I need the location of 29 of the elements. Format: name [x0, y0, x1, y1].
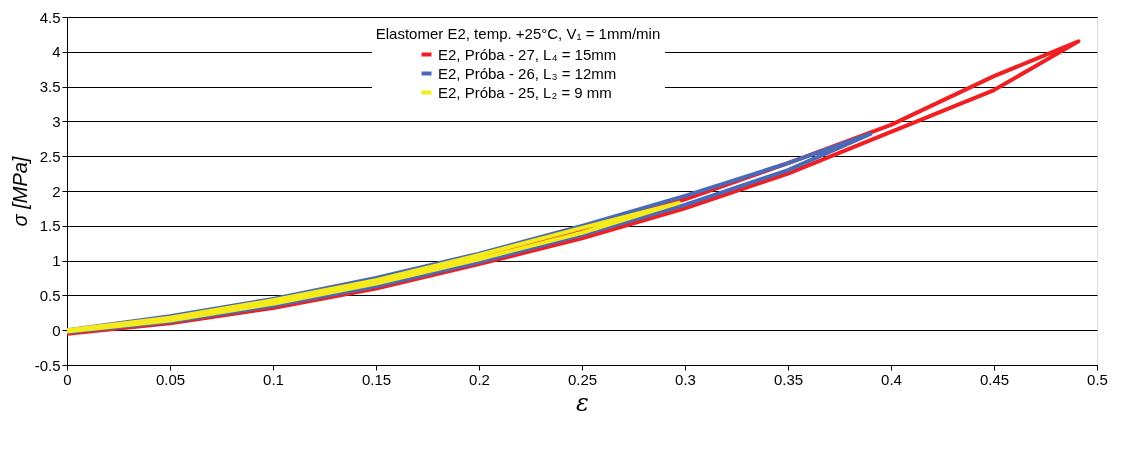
- legend-title: Elastomer E2, temp. +25°C, V₁ = 1mm/min: [375, 25, 661, 42]
- x-tick-label: 0.3: [675, 370, 696, 388]
- x-tick-label: 0: [63, 370, 72, 388]
- x-tick-label: 0.05: [155, 370, 186, 388]
- y-tick-label: 4.5: [39, 8, 61, 26]
- y-axis-title: σ [MPa]: [8, 156, 31, 227]
- x-tick-label: 0.25: [567, 370, 598, 388]
- x-axis-title: ε: [576, 388, 589, 417]
- y-tick-label: 3.5: [39, 78, 61, 96]
- x-tick-label: 0.35: [773, 370, 804, 388]
- y-tick-label: 1: [52, 252, 61, 270]
- x-tick-label: 0.2: [469, 370, 490, 388]
- y-tick-label: -0.5: [34, 356, 61, 374]
- legend-label: E2, Próba - 25, L₂ = 9 mm: [438, 83, 612, 101]
- x-tick-label: 0.15: [361, 370, 392, 388]
- legend-label: E2, Próba - 26, L₃ = 12mm: [438, 64, 617, 82]
- y-tick-label: 2: [52, 182, 61, 200]
- x-tick-label: 0.1: [263, 370, 284, 388]
- line-series: [67, 200, 681, 334]
- x-tick-label: 0.45: [979, 370, 1010, 388]
- y-tick-label: 4: [52, 43, 61, 61]
- y-tick-label: 0.5: [39, 286, 61, 304]
- y-tick-label: 0: [52, 321, 61, 339]
- y-tick-label: 3: [52, 112, 61, 130]
- x-tick-label: 0.5: [1087, 370, 1108, 388]
- y-tick-label: 2.5: [39, 147, 61, 165]
- legend-label: E2, Próba - 27, L₄ = 15mm: [438, 45, 617, 63]
- y-tick-label: 1.5: [39, 217, 61, 235]
- x-tick-label: 0.4: [881, 370, 902, 388]
